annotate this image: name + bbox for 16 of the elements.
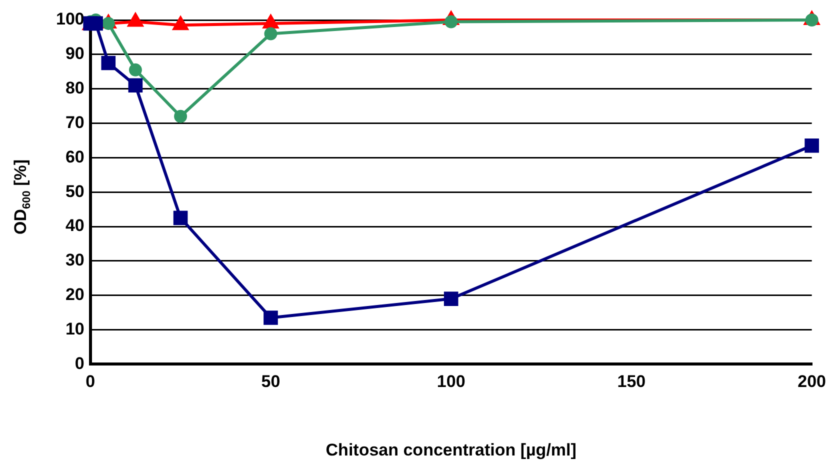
y-tick-label: 80 [65,78,84,98]
y-tick-label: 100 [56,10,84,29]
x-tick-label: 50 [261,372,280,392]
x-tick-label: 200 [798,372,826,392]
y-tick-label: 50 [65,182,84,201]
x-axis-title: Chitosan concentration [µg/ml] [326,440,576,460]
y-tick-label: 30 [65,250,84,270]
x-tick-label: 100 [436,372,466,392]
y-tick-label: 10 [65,319,84,338]
y-tick-label: 0 [74,354,84,373]
x-tick-label: 150 [617,372,646,392]
y-tick-label: 70 [65,112,84,132]
y-tick-label: 60 [65,147,84,166]
y-tick-label: 40 [65,216,84,236]
y-tick-label: 90 [65,44,84,64]
y-tick-label: 20 [65,285,84,304]
